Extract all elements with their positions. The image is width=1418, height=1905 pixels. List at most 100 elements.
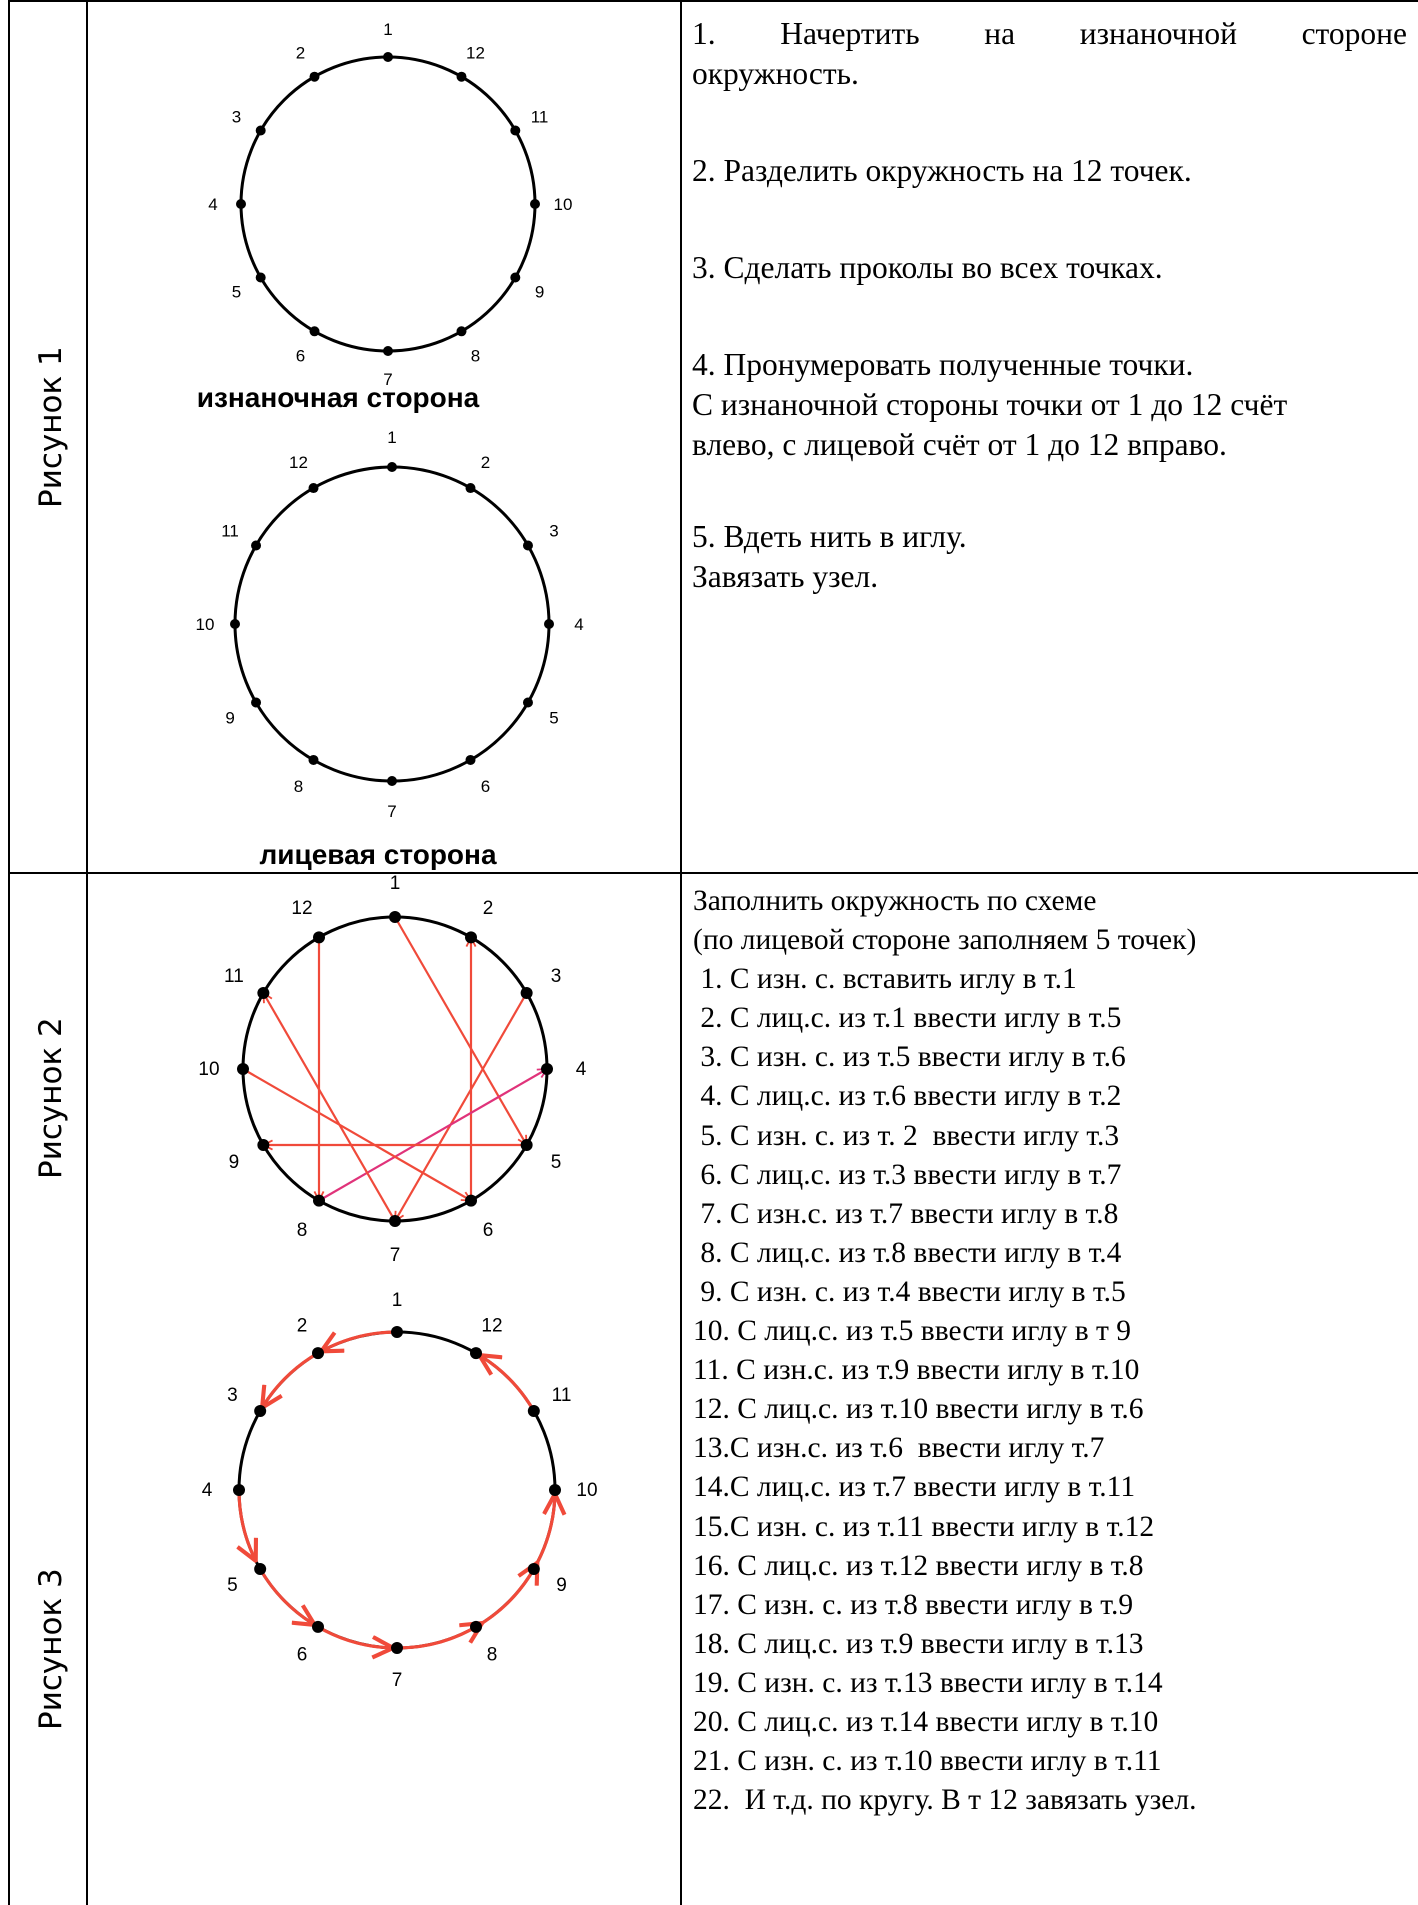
- figure-3-label-1: 1: [392, 1290, 403, 1311]
- figure-2-point-12: [313, 931, 325, 944]
- figure-3-label-10: 10: [576, 1480, 597, 1501]
- figure-3-point-10: [549, 1484, 561, 1496]
- top-circle-label-10: 10: [554, 195, 573, 214]
- bottom-circle-label-11: 11: [221, 522, 239, 541]
- chord-10-to-6: [242, 1068, 471, 1201]
- figure-3-label-2: 2: [297, 1315, 308, 1336]
- figure-3-point-8: [470, 1620, 482, 1633]
- scheme-step: 18. С лиц.с. из т.9 ввести иглу в т.13: [693, 1627, 1144, 1660]
- table-border-top: [8, 0, 1418, 2]
- top-circle-point-11: [510, 125, 521, 136]
- step-1-line-1: 1. Начертить на изнаночной стороне: [692, 16, 1407, 51]
- figure-2-label-11: 11: [224, 966, 244, 987]
- bottom-circle-point-5: [522, 697, 533, 708]
- figure-3-point-12: [470, 1347, 482, 1360]
- step-5-line-2: Завязать узел.: [692, 559, 879, 594]
- scheme-step: 21. С изн. с. из т.10 ввести иглу в т.11: [693, 1745, 1162, 1778]
- figure-3-label-9: 9: [556, 1575, 567, 1596]
- scheme-step: 17. С изн. с. из т.8 ввести иглу в т.9: [693, 1588, 1134, 1621]
- scheme-step: 8. С лиц.с. из т.8 ввести иглу в т.4: [693, 1236, 1122, 1269]
- scheme-intro-1: Заполнить окружность по схеме: [693, 885, 1097, 917]
- top-circle-label-8: 8: [471, 347, 480, 366]
- top-circle-label-2: 2: [296, 43, 305, 62]
- caption-right-side: лицевая сторона: [259, 839, 496, 870]
- scheme-step: 10. С лиц.с. из т.5 ввести иглу в т 9: [693, 1315, 1132, 1348]
- scheme-step: 5. С изн. с. из т. 2 ввести иглу т.3: [693, 1119, 1120, 1152]
- scheme-step: 12. С лиц.с. из т.10 ввести иглу в т.6: [693, 1393, 1144, 1426]
- figure-2-dots: [237, 911, 553, 1227]
- step-4-line-1: 4. Пронумеровать полученные точки.: [692, 347, 1194, 382]
- figure-2-point-11: [257, 987, 270, 999]
- arc-11-to-12: [481, 1356, 536, 1412]
- top-circle-label-4: 4: [208, 195, 217, 214]
- figure-3-point-11: [527, 1405, 540, 1417]
- figure-3-point-6: [312, 1620, 324, 1633]
- scheme-step: 19. С изн. с. из т.13 ввести иглу в т.14: [693, 1666, 1163, 1699]
- figure-3-label-4: 4: [202, 1480, 213, 1501]
- step-1-line-2: окружность.: [692, 56, 859, 91]
- scheme-step: 2. С лиц.с. из т.1 ввести иглу в т.5: [693, 1002, 1122, 1035]
- top-circle-label-6: 6: [296, 347, 305, 366]
- scheme-intro-2: (по лицевой стороне заполняем 5 точек): [693, 924, 1197, 957]
- scheme-step: 3. С изн. с. из т.5 ввести иглу в т.6: [693, 1041, 1126, 1074]
- top-circle-label-12: 12: [466, 43, 485, 62]
- scheme-step: 15.С изн. с. из т.11 ввести иглу в т.12: [693, 1510, 1155, 1543]
- row-divider: [8, 872, 1418, 874]
- caption-wrong-side: изнаночная сторона: [197, 382, 480, 413]
- figure-3-point-7: [391, 1642, 403, 1654]
- chord-8-to-4: [318, 1069, 547, 1202]
- chord-1-to-5: [394, 916, 527, 1145]
- bottom-circle-point-9: [251, 697, 262, 708]
- bottom-circle-point-4: [544, 619, 554, 629]
- figure-2-label-10: 10: [198, 1059, 219, 1080]
- top-circle-label-1: 1: [383, 20, 392, 39]
- figure-2-label-12: 12: [291, 898, 312, 919]
- figure-3-point-2: [312, 1347, 324, 1360]
- arc-2-to-3: [263, 1351, 319, 1406]
- top-circle-label-3: 3: [232, 108, 241, 127]
- bottom-circle-point-1: [387, 462, 397, 472]
- figure-3-label-7: 7: [392, 1670, 403, 1691]
- bottom-circle-point-7: [387, 776, 397, 786]
- figure-3-point-4: [233, 1484, 245, 1496]
- bottom-circle-label-9: 9: [225, 709, 234, 728]
- arc-1-to-2: [323, 1330, 398, 1350]
- figure-2-label-7: 7: [390, 1245, 401, 1266]
- scheme-steps: Заполнить окружность по схеме (по лицево…: [693, 882, 1408, 1820]
- top-circle-label-11: 11: [531, 108, 549, 127]
- scheme-step: 22. И т.д. по кругу. В т 12 завязать узе…: [693, 1784, 1197, 1817]
- bottom-circle-point-6: [465, 754, 476, 765]
- arc-7-to-8: [396, 1624, 481, 1650]
- scheme-step: 7. С изн.с. из т.7 ввести иглу в т.8: [693, 1197, 1119, 1230]
- figure-2-point-1: [389, 911, 401, 923]
- figure-2-point-6: [465, 1194, 477, 1207]
- figure-2-label-8: 8: [297, 1220, 308, 1241]
- row-1-steps: 1. Начертить на изнаночной стороне окруж…: [692, 14, 1407, 597]
- figure-2-point-10: [237, 1063, 249, 1075]
- arc-6-to-7: [317, 1625, 391, 1648]
- bottom-circle-label-5: 5: [549, 709, 558, 728]
- arc-8-to-9: [475, 1564, 537, 1629]
- top-circle-point-1: [383, 52, 393, 62]
- top-circle-point-7: [383, 346, 393, 356]
- scheme-step: 9. С изн. с. из т.4 ввести иглу в т.5: [693, 1275, 1126, 1308]
- figure-2-point-5: [520, 1139, 533, 1151]
- top-circle-point-10: [530, 199, 540, 209]
- scheme-step: 20. С лиц.с. из т.14 ввести иглу в т.10: [693, 1705, 1159, 1738]
- figure-3-dots: [233, 1326, 561, 1654]
- chord-3-to-7: [395, 992, 528, 1221]
- bottom-circle-point-12: [308, 483, 319, 494]
- figure-3-label-8: 8: [487, 1645, 498, 1666]
- scheme-step: 14.С лиц.с. из т.7 ввести иглу в т.11: [693, 1471, 1136, 1504]
- bottom-circle-label-10: 10: [196, 615, 215, 634]
- bottom-circle-label-2: 2: [481, 453, 490, 472]
- row-label-figure-1: Рисунок 1: [33, 346, 69, 508]
- step-2: 2. Разделить окружность на 12 точек.: [692, 153, 1192, 188]
- scheme-step: 6. С лиц.с. из т.3 ввести иглу в т.7: [693, 1158, 1122, 1191]
- top-circle-point-5: [255, 272, 266, 283]
